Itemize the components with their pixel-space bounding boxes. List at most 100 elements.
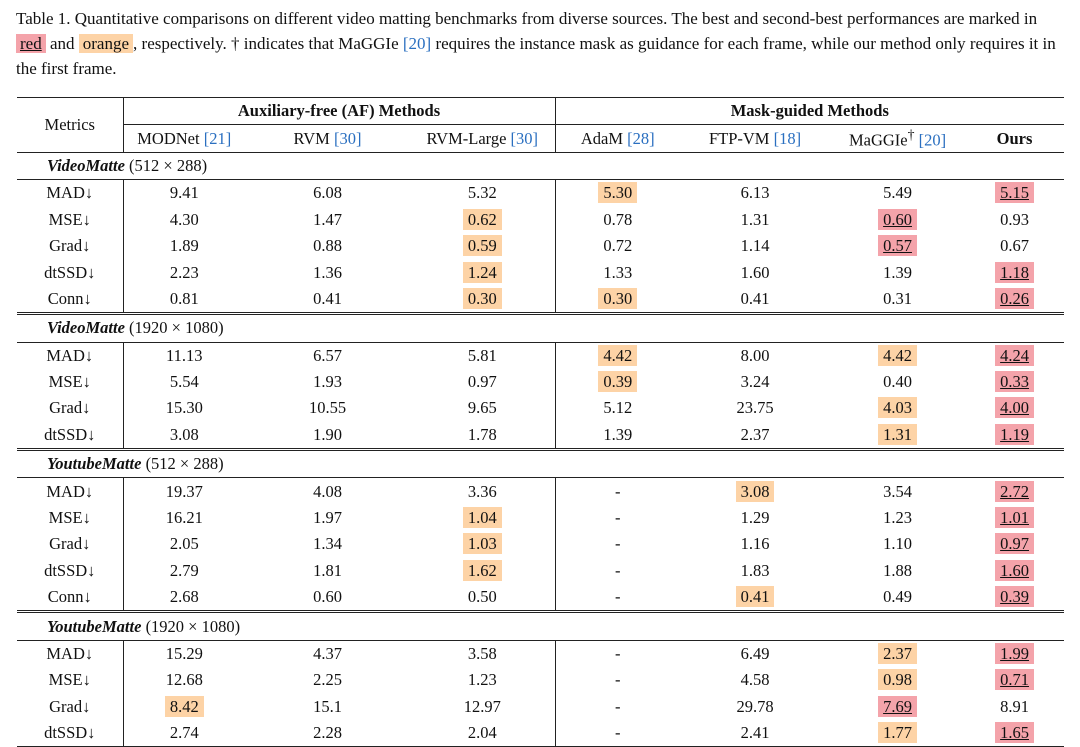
- data-cell: 15.30: [123, 395, 245, 421]
- highlighted-value: 1.01: [995, 507, 1034, 529]
- value: 0.31: [883, 288, 912, 308]
- data-row: Grad↓ 8.42 15.1 12.97 - 29.78 7.69 8.91: [17, 693, 1064, 720]
- data-cell: 1.90: [245, 422, 410, 450]
- value: 6.49: [740, 644, 770, 663]
- value: 0.67: [1000, 236, 1029, 256]
- data-row: Grad↓ 1.89 0.88 0.59 0.72 1.14 0.57 0.67: [17, 232, 1064, 260]
- data-cell: 1.93: [245, 369, 410, 395]
- section-row: VideoMatte (1920 × 1080): [17, 312, 1065, 343]
- data-cell: 1.88: [830, 558, 965, 584]
- data-cell: 0.71: [965, 667, 1064, 693]
- highlighted-value: 4.24: [995, 344, 1034, 366]
- metric-name: MAD↓: [17, 640, 124, 668]
- data-cell: 29.78: [680, 694, 830, 720]
- highlighted-value: 0.26: [995, 287, 1034, 309]
- value: 4.08: [313, 481, 342, 501]
- value: -: [615, 534, 621, 554]
- method-name: MaGGIe: [848, 130, 908, 150]
- value: 12.97: [463, 696, 501, 716]
- data-cell: 5.81: [410, 342, 556, 369]
- data-cell: 1.47: [245, 207, 410, 233]
- value: 8.00: [740, 345, 770, 365]
- data-cell: 0.88: [245, 233, 410, 259]
- data-cell: 0.39: [555, 369, 680, 395]
- value: -: [615, 644, 621, 663]
- value: 0.41: [313, 288, 342, 308]
- data-cell: 5.32: [410, 179, 556, 207]
- value: 1.16: [740, 534, 770, 554]
- value: 3.24: [740, 372, 770, 392]
- data-cell: 5.12: [555, 395, 680, 421]
- data-cell: 0.72: [555, 233, 680, 259]
- data-cell: 6.57: [245, 342, 410, 369]
- dagger: †: [907, 126, 915, 142]
- data-cell: 0.97: [410, 368, 556, 396]
- value: 9.41: [169, 183, 199, 203]
- highlighted-value: 0.97: [995, 533, 1034, 555]
- data-cell: -: [555, 478, 680, 505]
- data-cell: 1.65: [965, 719, 1065, 747]
- data-cell: 0.98: [830, 667, 965, 693]
- value: 3.08: [169, 424, 199, 444]
- highlighted-value: 4.00: [995, 397, 1034, 419]
- data-cell: 0.31: [830, 286, 965, 314]
- data-cell: 7.69: [830, 694, 965, 720]
- highlighted-value: 4.42: [598, 344, 638, 366]
- value: 5.12: [603, 398, 633, 418]
- highlighted-value: 0.62: [462, 208, 502, 230]
- data-cell: 0.33: [965, 369, 1064, 395]
- data-cell: 1.23: [410, 667, 556, 694]
- method-name: FTP-VM: [708, 128, 770, 148]
- data-cell: 4.00: [965, 395, 1064, 421]
- data-cell: 3.36: [410, 477, 556, 505]
- data-cell: -: [555, 640, 680, 667]
- data-cell: 0.40: [830, 369, 965, 395]
- value: 1.34: [313, 534, 342, 554]
- data-cell: 1.81: [245, 558, 410, 584]
- data-cell: 1.10: [830, 531, 965, 557]
- metric-name: Grad↓: [17, 693, 124, 720]
- data-cell: 1.77: [830, 719, 966, 747]
- metric-name: MSE↓: [17, 504, 124, 532]
- value: 1.47: [313, 209, 342, 229]
- data-row: dtSSD↓ 2.74 2.28 2.04 - 2.41 1.77 1.65: [17, 719, 1065, 747]
- metric-name: dtSSD↓: [17, 557, 124, 585]
- data-cell: -: [555, 558, 680, 584]
- data-cell: 8.42: [123, 694, 245, 720]
- data-cell: -: [555, 667, 680, 693]
- resolution: (1920 × 1080): [129, 318, 224, 338]
- data-cell: 4.37: [245, 640, 410, 667]
- data-cell: 1.89: [123, 233, 245, 259]
- data-cell: -: [555, 505, 680, 531]
- data-cell: 0.41: [680, 286, 830, 314]
- value: 1.97: [313, 508, 342, 528]
- value: 2.28: [313, 723, 342, 743]
- data-cell: 5.49: [830, 180, 965, 207]
- caption-text: and: [49, 34, 75, 53]
- dataset-name: VideoMatte: [47, 155, 125, 175]
- value: -: [615, 723, 621, 743]
- metric-name: MSE↓: [17, 667, 124, 694]
- highlighted-value: 1.18: [995, 261, 1034, 283]
- value: -: [615, 560, 621, 580]
- value: 1.90: [313, 424, 342, 444]
- data-row: MSE↓ 12.68 2.25 1.23 - 4.58 0.98 0.71: [17, 667, 1064, 694]
- data-cell: 10.55: [245, 395, 410, 421]
- value: 2.23: [169, 262, 199, 282]
- data-row: MAD↓ 9.41 6.08 5.32 5.30 6.13 5.49 5.15: [17, 179, 1064, 207]
- value: 2.25: [313, 670, 342, 690]
- data-cell: 1.14: [680, 233, 830, 259]
- highlighted-value: 3.08: [735, 480, 775, 502]
- data-cell: 3.24: [680, 369, 830, 395]
- data-cell: 12.68: [123, 667, 245, 693]
- highlighted-value: 0.59: [462, 235, 502, 257]
- value: 1.39: [883, 262, 912, 282]
- data-cell: 1.78: [410, 421, 556, 450]
- value: 2.41: [740, 723, 770, 743]
- data-cell: 4.42: [555, 342, 680, 369]
- highlighted-value: 1.03: [462, 533, 502, 555]
- highlighted-value: 2.72: [995, 480, 1034, 502]
- metric-name: Conn↓: [17, 584, 124, 612]
- data-cell: 1.19: [965, 422, 1064, 450]
- data-cell: 1.31: [830, 422, 965, 450]
